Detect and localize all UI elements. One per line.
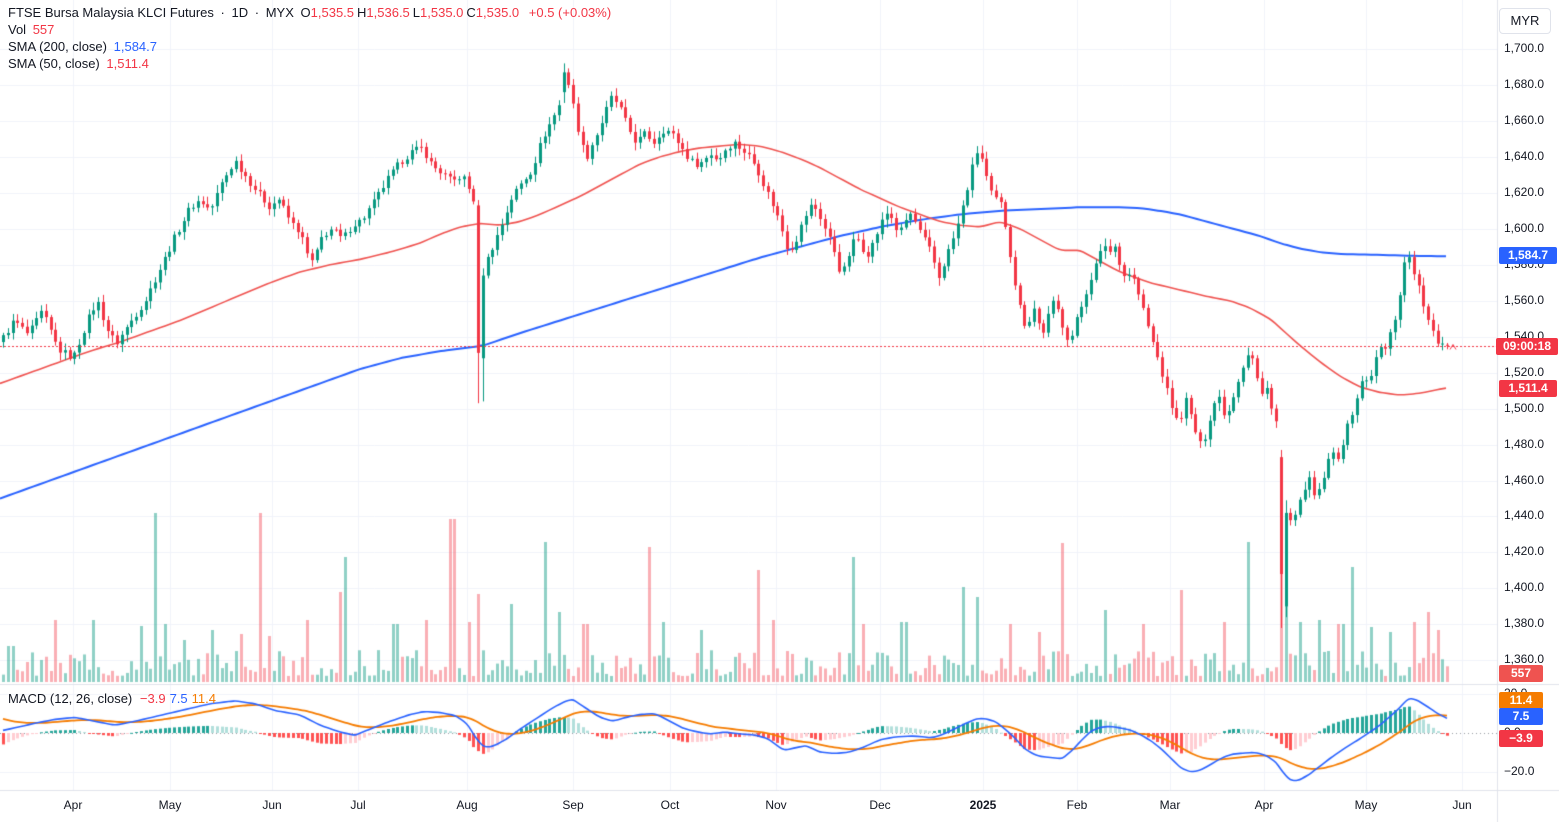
macd-label: MACD (12, 26, close): [8, 691, 133, 706]
chart-legend: FTSE Bursa Malaysia KLCI Futures · 1D · …: [8, 5, 614, 73]
ohlc-key: O: [300, 5, 311, 20]
ohlc-value: 1,535.0: [420, 5, 464, 20]
ohlc-value: 1,536.5: [366, 5, 410, 20]
ohlc-key: L: [412, 5, 421, 20]
time-label: Sep: [562, 798, 584, 812]
exchange-label: MYX: [265, 5, 294, 20]
ohlc-value: 1,535.0: [475, 5, 520, 20]
change-value: +0.5 (+0.03%): [528, 5, 612, 20]
macd-hist-badge: −3.9: [1499, 730, 1543, 747]
price-tick-label: 1,400.0: [1504, 580, 1545, 595]
time-label: Feb: [1066, 798, 1088, 812]
price-tick-label: 1,440.0: [1504, 508, 1545, 523]
interval-label[interactable]: 1D: [231, 5, 249, 20]
macd-signal-badge: 11.4: [1499, 692, 1543, 709]
price-tick-label: 1,620.0: [1504, 184, 1545, 199]
volume-label: Vol: [8, 22, 27, 37]
time-label: Aug: [456, 798, 478, 812]
sma200-value-badge: 1,584.7: [1499, 247, 1557, 264]
ohlc-key: H: [357, 5, 367, 20]
price-tick-label: 1,680.0: [1504, 76, 1545, 91]
macd-value: 11.4: [191, 691, 216, 706]
symbol-row[interactable]: FTSE Bursa Malaysia KLCI Futures · 1D · …: [8, 5, 614, 21]
price-tick-label: 1,480.0: [1504, 436, 1545, 451]
time-label: Jun: [262, 798, 282, 812]
volume-value-badge: 557: [1499, 665, 1543, 682]
price-tick-label: 1,380.0: [1504, 616, 1545, 631]
time-label: May: [1354, 798, 1378, 812]
separator-dot: ·: [254, 5, 260, 20]
symbol-title: FTSE Bursa Malaysia KLCI Futures: [8, 5, 214, 20]
price-tick-label: 1,460.0: [1504, 472, 1545, 487]
time-label: Apr: [63, 798, 83, 812]
sma200-row[interactable]: SMA (200, close) 1,584.7: [8, 39, 614, 55]
time-label: Jun: [1452, 798, 1472, 812]
ohlc-values: O1,535.5 H1,536.5 L1,535.0 C1,535.0: [301, 5, 523, 20]
sma200-value: 1,584.7: [113, 39, 157, 54]
sma200-label: SMA (200, close): [8, 39, 107, 54]
ohlc-key: C: [466, 5, 476, 20]
sma50-row[interactable]: SMA (50, close) 1,511.4: [8, 56, 614, 72]
price-tick-label: 1,500.0: [1504, 400, 1545, 415]
macd-line-badge: 7.5: [1499, 708, 1543, 725]
volume-value: 557: [32, 22, 55, 37]
price-tick-label: 1,560.0: [1504, 292, 1545, 307]
time-label: Dec: [869, 798, 891, 812]
price-tick-label: 1,600.0: [1504, 220, 1545, 235]
time-label: 2025: [969, 798, 997, 812]
macd-legend[interactable]: MACD (12, 26, close) −3.9 7.5 11.4: [8, 691, 224, 706]
time-label: Mar: [1159, 798, 1181, 812]
time-label: May: [158, 798, 182, 812]
price-tick-label: 1,520.0: [1504, 364, 1545, 379]
price-tick-label: 1,360.0: [1504, 652, 1545, 667]
macd-value: 7.5: [169, 691, 188, 706]
countdown-badge: 09:00:18: [1496, 338, 1558, 355]
separator-dot: ·: [220, 5, 225, 20]
time-label: Apr: [1254, 798, 1274, 812]
macd-value: −3.9: [139, 691, 166, 706]
time-label: Nov: [765, 798, 787, 812]
ohlc-value: 1,535.5: [310, 5, 355, 20]
price-tick-label: 1,640.0: [1504, 148, 1545, 163]
macd-values: −3.9 7.5 11.4: [140, 691, 220, 706]
time-label: Oct: [660, 798, 680, 812]
sma50-label: SMA (50, close): [8, 56, 100, 71]
time-axis[interactable]: Apr May Jun Jul Aug Sep Oct Nov Dec 2025 Feb Mar Apr…: [0, 790, 1559, 822]
volume-row[interactable]: Vol 557: [8, 22, 614, 38]
price-tick-label: 1,420.0: [1504, 544, 1545, 559]
time-label: Jul: [350, 798, 366, 812]
price-tick-label: 1,700.0: [1504, 41, 1545, 55]
currency-toggle-button[interactable]: MYR: [1499, 8, 1551, 34]
macd-tick-label: −20.0: [1504, 764, 1535, 778]
sma50-value: 1,511.4: [106, 56, 149, 71]
sma50-value-badge: 1,511.4: [1499, 380, 1557, 397]
price-tick-label: 1,660.0: [1504, 112, 1545, 127]
